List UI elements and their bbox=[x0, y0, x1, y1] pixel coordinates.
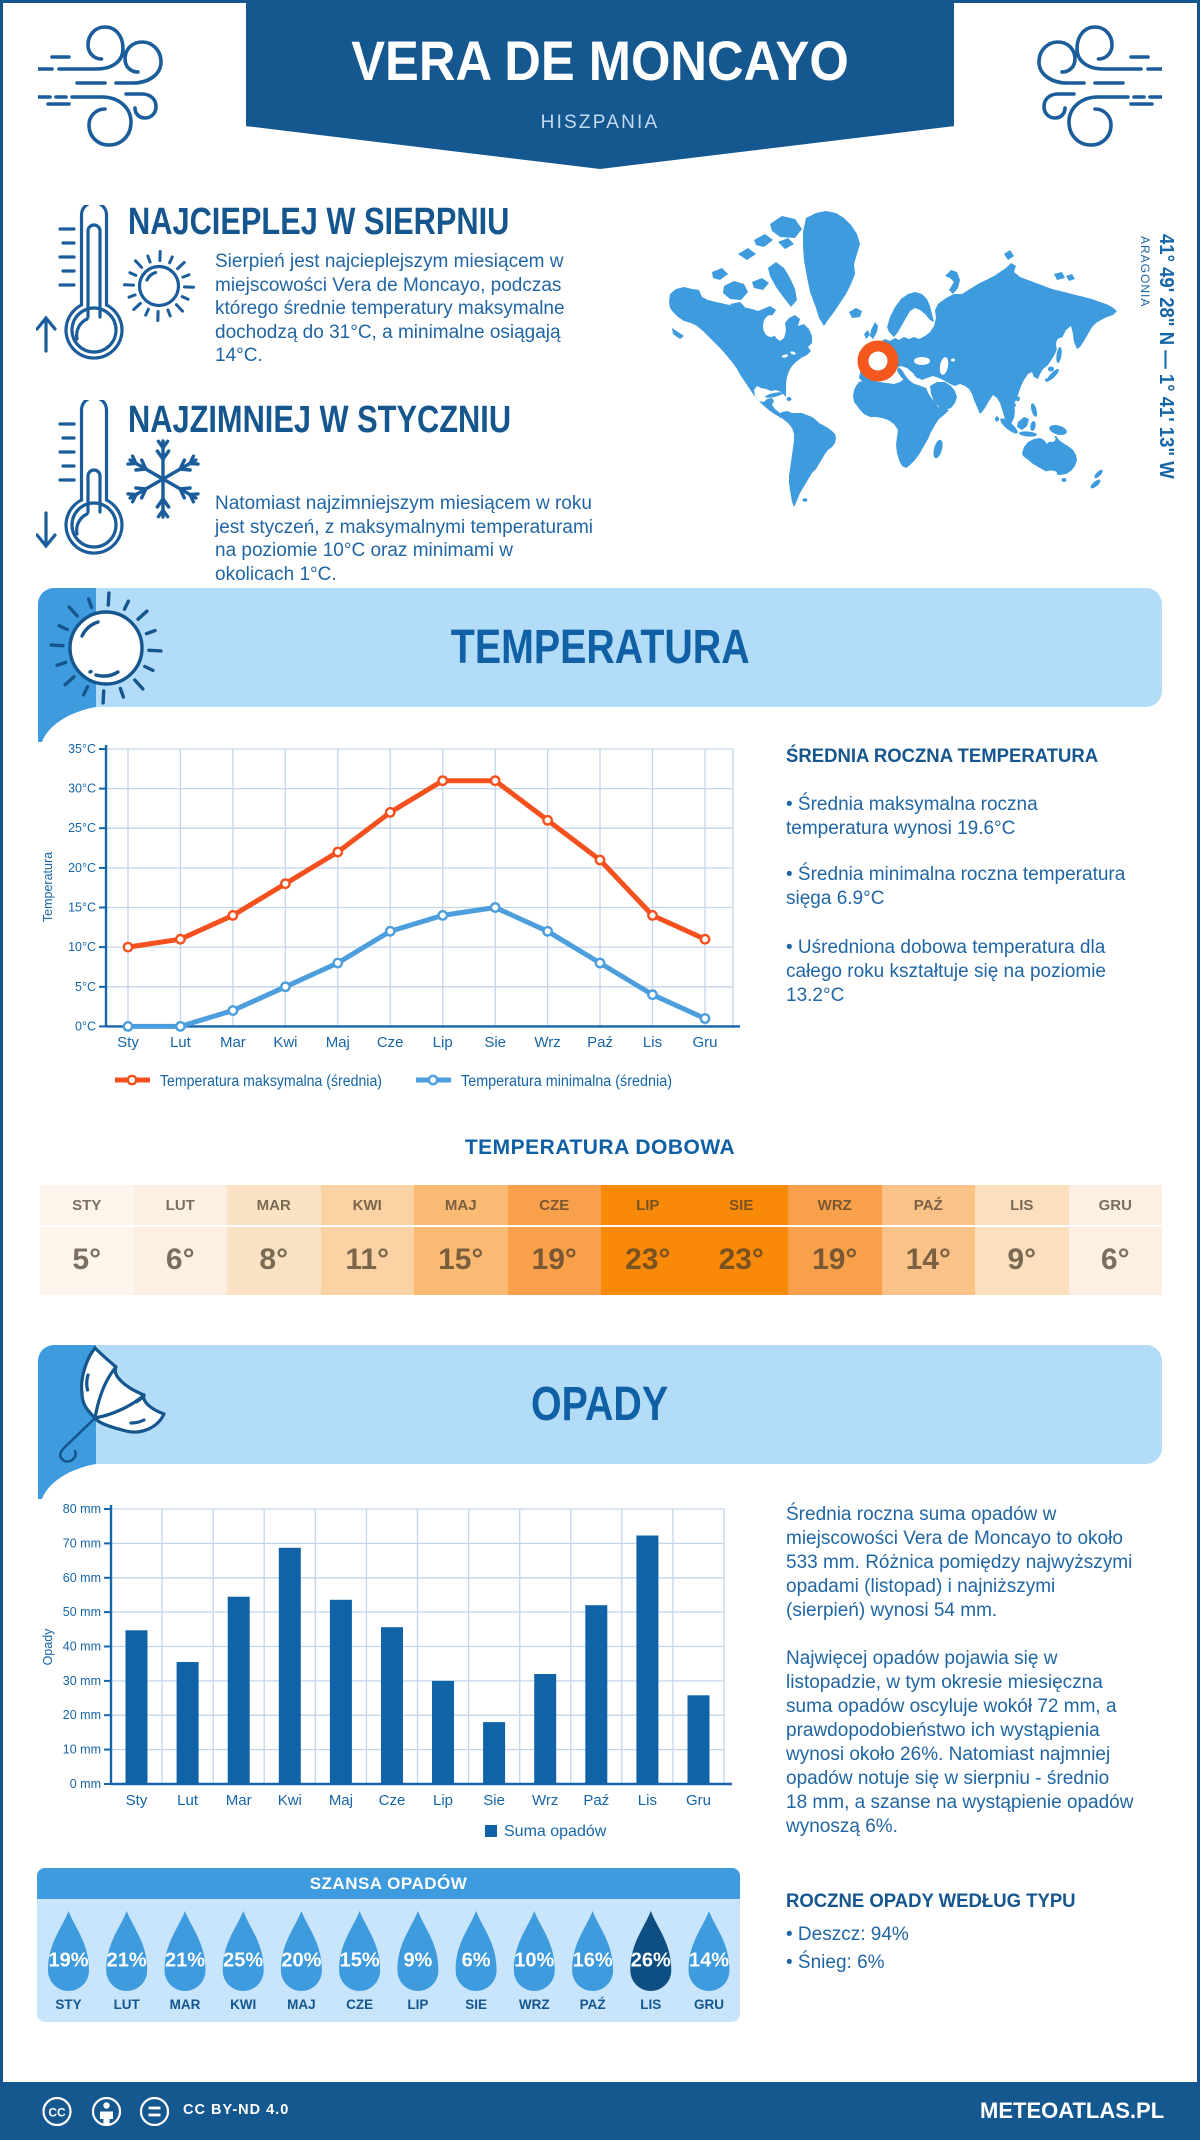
svg-text:6%: 6% bbox=[462, 1950, 491, 1972]
svg-text:Gru: Gru bbox=[692, 1034, 717, 1051]
svg-text:25%: 25% bbox=[223, 1950, 263, 1972]
svg-text:35°C: 35°C bbox=[68, 742, 96, 756]
svg-text:SIE: SIE bbox=[465, 1997, 487, 2012]
svg-text:25°C: 25°C bbox=[68, 821, 96, 835]
svg-text:Lut: Lut bbox=[177, 1792, 199, 1809]
svg-text:LIS: LIS bbox=[640, 1997, 661, 2012]
svg-text:CZE: CZE bbox=[346, 1997, 373, 2012]
svg-text:Sie: Sie bbox=[484, 1034, 506, 1051]
svg-text:Cze: Cze bbox=[379, 1792, 406, 1809]
svg-text:16%: 16% bbox=[573, 1950, 613, 1972]
svg-text:0°C: 0°C bbox=[75, 1019, 96, 1033]
svg-text:30 mm: 30 mm bbox=[63, 1674, 101, 1688]
svg-text:15°C: 15°C bbox=[68, 901, 96, 915]
svg-text:10°C: 10°C bbox=[68, 940, 96, 954]
svg-text:9%: 9% bbox=[403, 1950, 432, 1972]
svg-text:Sie: Sie bbox=[483, 1792, 505, 1809]
svg-text:Wrz: Wrz bbox=[534, 1034, 560, 1051]
svg-text:LIP: LIP bbox=[407, 1997, 428, 2012]
svg-text:20°C: 20°C bbox=[68, 861, 96, 875]
svg-text:MAR: MAR bbox=[170, 1997, 201, 2012]
svg-text:80 mm: 80 mm bbox=[63, 1502, 101, 1516]
svg-text:15%: 15% bbox=[340, 1950, 380, 1972]
svg-text:Lis: Lis bbox=[638, 1792, 657, 1809]
svg-text:20%: 20% bbox=[281, 1950, 321, 1972]
svg-text:Temperatura minimalna (średnia: Temperatura minimalna (średnia) bbox=[461, 1073, 672, 1090]
svg-text:Kwi: Kwi bbox=[273, 1034, 297, 1051]
svg-text:Lis: Lis bbox=[643, 1034, 662, 1051]
svg-text:Temperatura maksymalna (średni: Temperatura maksymalna (średnia) bbox=[160, 1073, 382, 1090]
svg-text:Opady: Opady bbox=[41, 1628, 55, 1666]
svg-text:Lip: Lip bbox=[433, 1034, 453, 1051]
svg-text:Paź: Paź bbox=[587, 1034, 613, 1051]
svg-text:Wrz: Wrz bbox=[532, 1792, 558, 1809]
svg-text:Paź: Paź bbox=[583, 1792, 609, 1809]
svg-text:10 mm: 10 mm bbox=[63, 1743, 101, 1757]
svg-text:MAJ: MAJ bbox=[287, 1997, 316, 2012]
svg-text:Lut: Lut bbox=[170, 1034, 192, 1051]
svg-text:10%: 10% bbox=[514, 1950, 554, 1972]
svg-text:LUT: LUT bbox=[114, 1997, 141, 2012]
svg-text:Mar: Mar bbox=[226, 1792, 252, 1809]
svg-text:60 mm: 60 mm bbox=[63, 1571, 101, 1585]
svg-text:Sty: Sty bbox=[117, 1034, 139, 1051]
svg-text:30°C: 30°C bbox=[68, 782, 96, 796]
svg-text:Cze: Cze bbox=[377, 1034, 404, 1051]
svg-text:GRU: GRU bbox=[694, 1997, 724, 2012]
svg-text:Maj: Maj bbox=[329, 1792, 353, 1809]
svg-text:WRZ: WRZ bbox=[519, 1997, 550, 2012]
svg-text:PAŹ: PAŹ bbox=[580, 1997, 606, 2012]
svg-text:Sty: Sty bbox=[126, 1792, 148, 1809]
svg-text:50 mm: 50 mm bbox=[63, 1605, 101, 1619]
svg-text:19%: 19% bbox=[48, 1950, 88, 1972]
svg-text:KWI: KWI bbox=[230, 1997, 256, 2012]
svg-text:CC: CC bbox=[48, 2106, 66, 2120]
svg-text:Lip: Lip bbox=[433, 1792, 453, 1809]
svg-text:Suma opadów: Suma opadów bbox=[504, 1823, 607, 1840]
svg-text:0 mm: 0 mm bbox=[70, 1777, 101, 1791]
svg-text:5°C: 5°C bbox=[75, 980, 96, 994]
svg-text:40 mm: 40 mm bbox=[63, 1640, 101, 1654]
svg-text:Kwi: Kwi bbox=[278, 1792, 302, 1809]
svg-text:14%: 14% bbox=[689, 1950, 729, 1972]
svg-text:STY: STY bbox=[55, 1997, 81, 2012]
svg-text:21%: 21% bbox=[165, 1950, 205, 1972]
svg-text:26%: 26% bbox=[631, 1950, 671, 1972]
svg-text:Temperatura: Temperatura bbox=[41, 852, 55, 922]
svg-text:20 mm: 20 mm bbox=[63, 1708, 101, 1722]
svg-text:Maj: Maj bbox=[326, 1034, 350, 1051]
svg-text:Gru: Gru bbox=[686, 1792, 711, 1809]
svg-text:21%: 21% bbox=[107, 1950, 147, 1972]
svg-text:70 mm: 70 mm bbox=[63, 1536, 101, 1550]
svg-text:Mar: Mar bbox=[220, 1034, 246, 1051]
